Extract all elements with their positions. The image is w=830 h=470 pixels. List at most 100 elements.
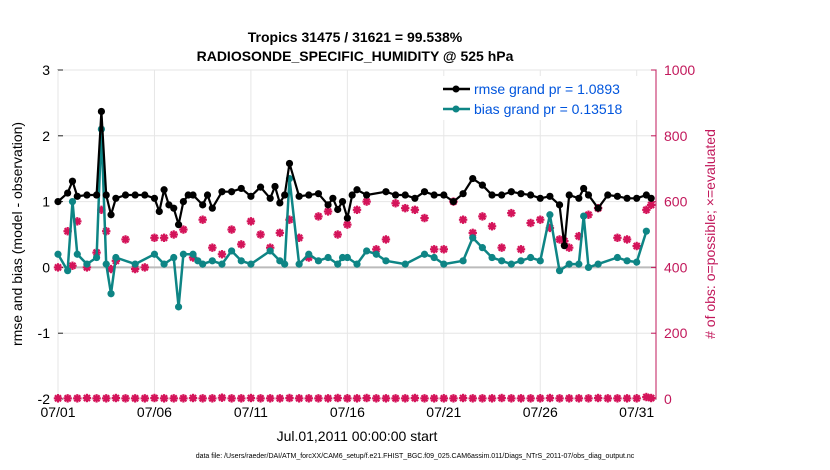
rmse-point	[228, 188, 236, 196]
rmse-point	[305, 191, 313, 199]
rmse-point	[131, 191, 139, 199]
possible-count-marker	[256, 394, 265, 403]
bias-point	[189, 250, 197, 258]
rmse-point	[338, 198, 347, 206]
rmse-point	[179, 198, 187, 206]
possible-count-marker	[343, 394, 352, 403]
evaluated-count-marker	[198, 215, 207, 224]
rmse-point	[411, 194, 419, 202]
possible-count-marker	[372, 394, 381, 403]
evaluated-count-marker	[478, 212, 487, 221]
rmse-point	[218, 188, 226, 196]
evaluated-count-marker	[246, 217, 256, 226]
bias-point	[613, 253, 622, 262]
evaluated-count-marker	[68, 261, 77, 270]
right-tick-label: 200	[664, 325, 688, 341]
bias-point	[83, 260, 91, 268]
possible-count-marker	[391, 394, 400, 403]
possible-count-marker	[362, 393, 371, 403]
left-axis-label: rmse and bias (model - observation)	[9, 122, 25, 346]
bias-point	[228, 247, 236, 255]
evaluated-count-marker	[381, 235, 391, 244]
bias-point	[517, 257, 525, 265]
rmse-point	[604, 191, 612, 199]
possible-count-marker	[632, 394, 641, 403]
right-tick-label: 800	[664, 128, 688, 144]
bias-point	[536, 257, 544, 265]
bias-point	[237, 257, 245, 265]
evaluated-count-marker	[516, 245, 526, 254]
possible-count-marker	[352, 394, 362, 403]
right-axis-label: # of obs: o=possible; ×=evaluated	[702, 129, 718, 339]
bias-point	[266, 247, 274, 255]
rmse-point	[208, 204, 216, 212]
possible-count-marker	[304, 394, 313, 403]
rmse-point	[382, 188, 390, 196]
bias-point	[92, 253, 101, 262]
rmse-point	[449, 198, 458, 206]
possible-count-marker	[555, 394, 564, 403]
possible-count-marker	[150, 393, 159, 403]
left-tick-label: 2	[42, 128, 50, 144]
evaluated-count-marker	[121, 235, 130, 244]
evaluated-count-marker	[555, 235, 564, 244]
evaluated-count-marker	[159, 233, 169, 242]
bias-point	[131, 260, 139, 268]
possible-count-marker	[121, 394, 130, 403]
rmse-point	[97, 107, 106, 116]
possible-count-marker	[53, 394, 63, 403]
plot-area: 07/01 07/06 07/11 07/16 07/21 07/26 07/31 3210…	[38, 62, 696, 420]
possible-count-marker	[516, 394, 526, 403]
rmse-point	[594, 204, 602, 212]
possible-count-marker	[420, 394, 429, 403]
rmse-point	[170, 204, 178, 212]
possible-count-marker	[410, 393, 420, 403]
evaluated-count-marker	[410, 205, 420, 215]
bias-point	[382, 257, 390, 265]
rmse-point	[647, 194, 655, 202]
bias-point	[469, 234, 477, 242]
evaluated-count-marker	[401, 203, 410, 213]
possible-count-marker	[593, 393, 603, 403]
bias-point	[633, 258, 641, 266]
bias-point	[160, 260, 168, 268]
legend-rmse-label: rmse grand pr = 1.0893	[474, 81, 620, 97]
bias-point	[363, 247, 371, 255]
rmse-point	[247, 192, 255, 200]
evaluated-count-marker	[333, 230, 342, 239]
possible-count-marker	[188, 393, 198, 403]
possible-count-marker	[246, 393, 256, 403]
rmse-point	[498, 191, 506, 199]
possible-count-marker	[140, 394, 150, 403]
evaluated-count-marker	[217, 250, 227, 259]
rmse-point	[546, 192, 554, 200]
rmse-point	[555, 201, 564, 209]
rmse-point	[353, 186, 361, 194]
rmse-point	[488, 191, 496, 199]
chart-title-line1: Tropics 31475 / 31621 = 99.538%	[248, 29, 463, 45]
left-tick-label: 3	[42, 62, 50, 78]
possible-count-marker	[323, 394, 333, 403]
bias-point	[112, 253, 120, 262]
possible-count-marker	[526, 394, 535, 403]
x-tick-label: 07/31	[619, 404, 654, 420]
legend-bias-marker	[452, 105, 460, 113]
possible-count-marker	[401, 394, 410, 403]
rmse-point	[92, 191, 101, 199]
right-tick-label: 400	[664, 259, 688, 275]
possible-count-marker	[622, 394, 632, 403]
rmse-point	[324, 201, 332, 209]
possible-count-marker	[536, 394, 545, 403]
possible-count-marker	[159, 394, 169, 403]
bias-point	[324, 253, 332, 262]
rmse-point	[329, 194, 337, 202]
rmse-point	[459, 190, 467, 198]
bias-point	[174, 303, 183, 311]
rmse-point	[266, 194, 274, 202]
rmse-point	[64, 189, 72, 197]
bias-point	[102, 260, 110, 268]
evaluated-count-marker	[526, 218, 535, 228]
bias-point	[565, 260, 573, 268]
bias-point	[430, 253, 438, 262]
